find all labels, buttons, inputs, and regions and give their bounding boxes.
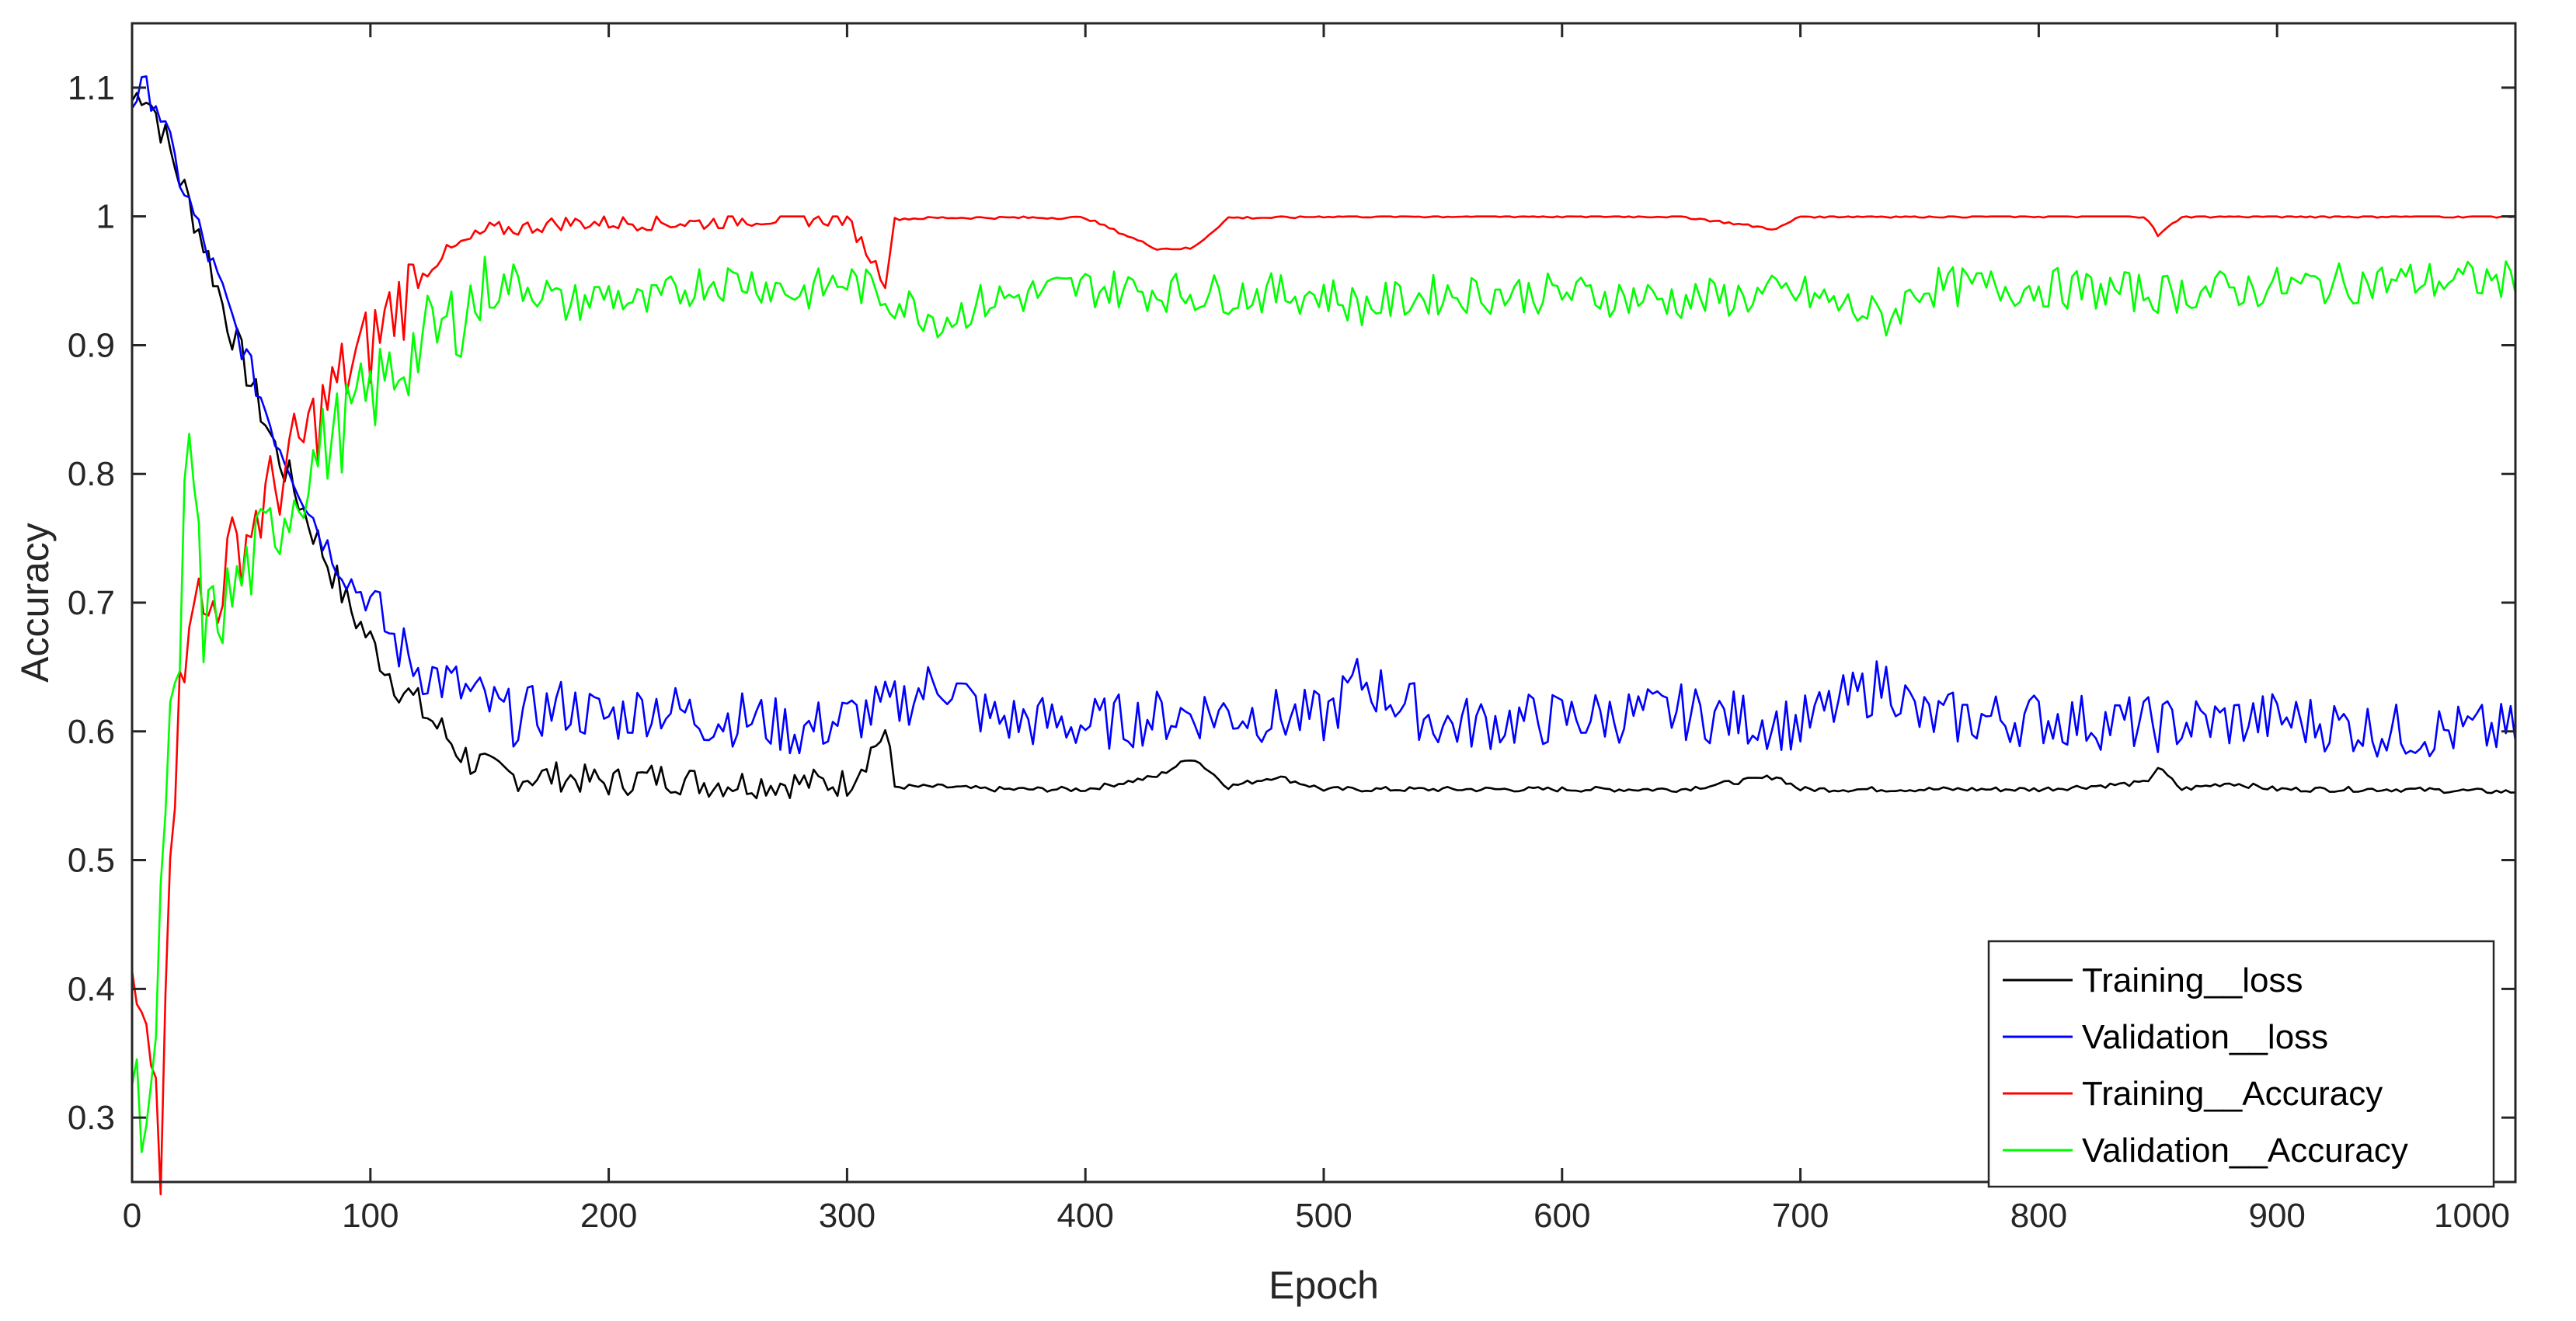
- y-tick-label: 0.5: [68, 842, 115, 880]
- x-tick-label: 900: [2248, 1197, 2305, 1235]
- series-line-training-accuracy: [131, 215, 2516, 1196]
- y-tick-label: 0.9: [68, 326, 115, 364]
- y-tick-label: 0.6: [68, 713, 115, 751]
- y-tick-label: 0.8: [68, 455, 115, 493]
- legend-label: Validation__loss: [2082, 1018, 2328, 1056]
- x-tick-label: 400: [1057, 1197, 1113, 1235]
- x-tick-label: 1000: [2434, 1197, 2510, 1235]
- series-layer: [131, 75, 2517, 1196]
- y-tick-label: 1: [96, 198, 115, 236]
- y-axis-label: Accuracy: [13, 523, 57, 683]
- x-tick-label: 200: [580, 1197, 637, 1235]
- y-tick-label: 0.4: [68, 970, 115, 1008]
- series-line-validation-accuracy: [131, 256, 2517, 1153]
- y-tick-label: 0.7: [68, 584, 115, 622]
- legend-label: Training__loss: [2082, 961, 2303, 999]
- series-line-training-loss: [131, 92, 2516, 800]
- x-tick-label: 100: [342, 1197, 399, 1235]
- x-tick-label: 0: [123, 1197, 141, 1235]
- x-axis-label: Epoch: [1269, 1264, 1379, 1307]
- x-axis: 0 100 200 300 400 500 600 700 800 900 1000: [123, 23, 2517, 1235]
- series-line-validation-loss: [131, 75, 2517, 758]
- x-tick-label: 500: [1295, 1197, 1352, 1235]
- y-axis: 0.3 0.4 0.5 0.6 0.7 0.8 0.9 1 1.1: [68, 69, 2515, 1137]
- y-tick-label: 1.1: [68, 69, 115, 107]
- x-tick-label: 300: [819, 1197, 875, 1235]
- x-tick-label: 700: [1772, 1197, 1829, 1235]
- y-tick-label: 0.3: [68, 1099, 115, 1137]
- legend: Training__loss Validation__loss Training__…: [1987, 940, 2495, 1188]
- x-tick-label: 600: [1533, 1197, 1590, 1235]
- legend-label: Training__Accuracy: [2082, 1075, 2383, 1113]
- legend-box: [1987, 940, 2495, 1188]
- x-tick-label: 800: [2010, 1197, 2067, 1235]
- legend-label: Validation__Accuracy: [2082, 1132, 2408, 1170]
